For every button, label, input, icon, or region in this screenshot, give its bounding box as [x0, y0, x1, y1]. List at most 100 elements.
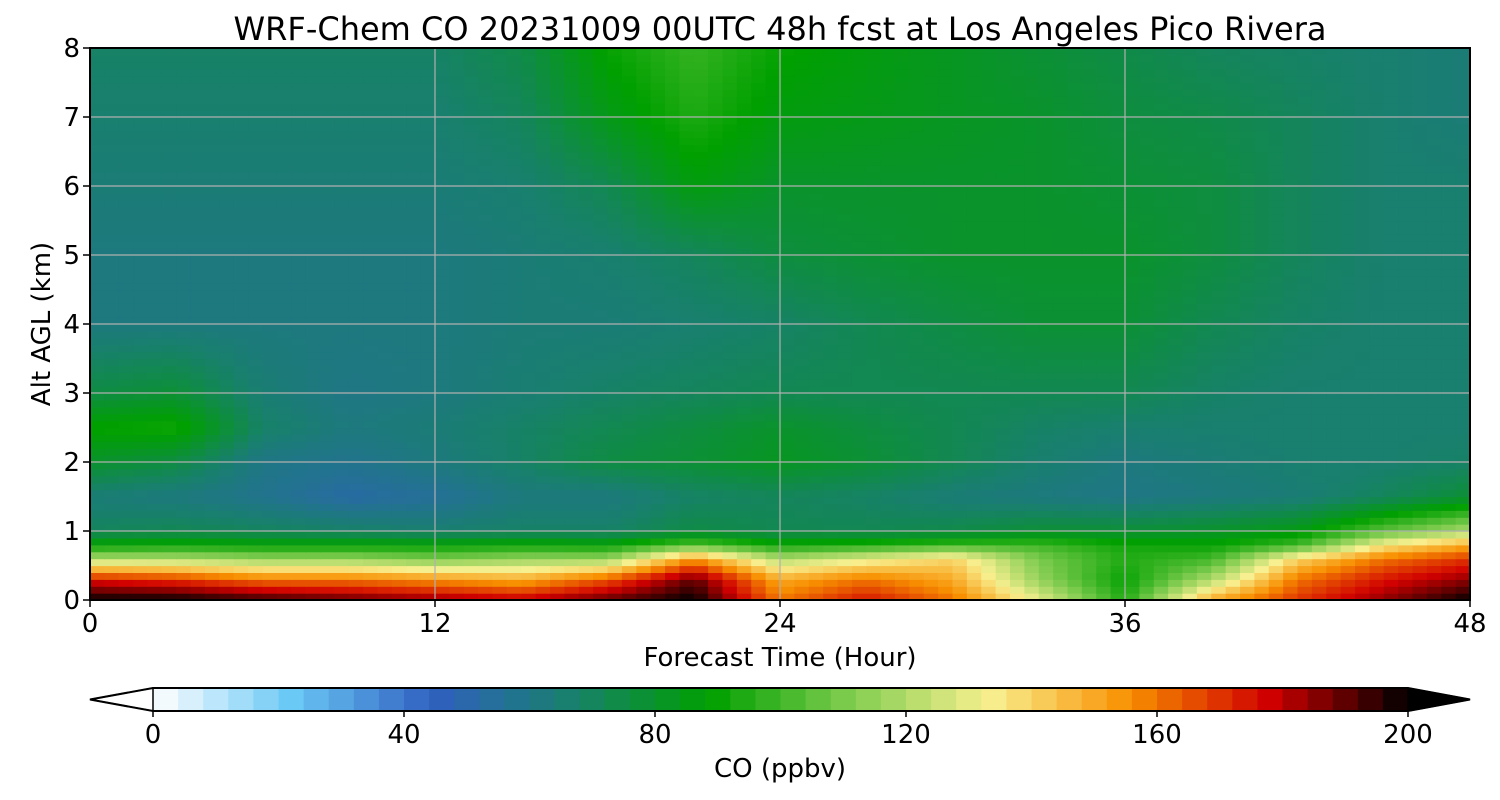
- heatmap-cell: [1024, 489, 1040, 498]
- heatmap-cell: [578, 330, 594, 339]
- heatmap-cell: [1441, 427, 1457, 435]
- heatmap-cell: [406, 372, 422, 380]
- heatmap-cell: [736, 379, 752, 387]
- heatmap-cell: [377, 565, 393, 573]
- heatmap-cell: [262, 462, 278, 470]
- heatmap-cell: [348, 337, 364, 346]
- heatmap-cell: [952, 475, 968, 484]
- heatmap-cell: [851, 441, 867, 449]
- heatmap-cell: [1297, 531, 1313, 539]
- heatmap-cell: [780, 399, 795, 408]
- heatmap-cell: [1326, 531, 1342, 539]
- heatmap-cell: [1326, 510, 1342, 518]
- heatmap-cell: [1153, 537, 1169, 546]
- heatmap-cell: [1110, 399, 1126, 408]
- heatmap-cell: [650, 427, 666, 435]
- heatmap-cell: [1398, 537, 1414, 546]
- heatmap-cell: [1024, 358, 1040, 366]
- heatmap-cell: [420, 420, 436, 429]
- heatmap-cell: [837, 337, 853, 346]
- heatmap-cell: [794, 282, 810, 291]
- heatmap-cell: [521, 337, 537, 346]
- heatmap-cell: [348, 365, 364, 373]
- heatmap-cell: [1067, 289, 1083, 297]
- heatmap-cell: [262, 593, 278, 601]
- heatmap-cell: [1412, 482, 1428, 491]
- heatmap-cell: [248, 310, 264, 318]
- heatmap-cell: [794, 303, 810, 311]
- heatmap-cell: [449, 544, 465, 553]
- heatmap-cell: [751, 565, 767, 573]
- heatmap-cell: [722, 503, 738, 511]
- heatmap-cell: [1168, 393, 1184, 401]
- heatmap-cell: [1383, 448, 1399, 456]
- heatmap-cell: [923, 379, 939, 387]
- heatmap-cell: [104, 379, 120, 387]
- heatmap-cell: [363, 448, 379, 456]
- heatmap-cell: [1096, 468, 1112, 477]
- heatmap-cell: [1196, 517, 1212, 525]
- heatmap-cell: [248, 427, 264, 435]
- heatmap-cell: [1254, 351, 1270, 360]
- heatmap-cell: [305, 413, 321, 422]
- heatmap-cell: [334, 275, 350, 284]
- heatmap-cell: [1081, 275, 1097, 284]
- heatmap-cell: [679, 586, 695, 594]
- heatmap-cell: [521, 455, 537, 463]
- heatmap-cell: [233, 296, 249, 304]
- heatmap-cell: [966, 482, 982, 491]
- heatmap-cell: [981, 551, 997, 560]
- heatmap-cell: [348, 282, 364, 291]
- heatmap-cell: [1125, 379, 1140, 387]
- heatmap-cell: [449, 379, 465, 387]
- heatmap-cell: [420, 337, 436, 346]
- heatmap-cell: [1455, 531, 1471, 539]
- heatmap-cell: [262, 455, 278, 463]
- heatmap-cell: [1412, 579, 1428, 587]
- heatmap-cell: [1053, 344, 1069, 353]
- heatmap-cell: [449, 261, 465, 270]
- heatmap-cell: [535, 448, 551, 456]
- heatmap-cell: [1398, 558, 1414, 567]
- heatmap-cell: [449, 537, 465, 546]
- heatmap-cell: [320, 524, 335, 532]
- heatmap-cell: [104, 289, 120, 297]
- heatmap-cell: [693, 324, 709, 332]
- heatmap-cell: [851, 537, 867, 546]
- heatmap-cell: [1196, 468, 1212, 477]
- heatmap-cell: [1182, 468, 1198, 477]
- heatmap-cell: [449, 330, 465, 339]
- heatmap-cell: [1211, 558, 1227, 567]
- heatmap-cell: [564, 572, 580, 580]
- heatmap-cell: [1110, 586, 1126, 594]
- heatmap-cell: [593, 496, 609, 504]
- heatmap-cell: [161, 372, 177, 380]
- heatmap-cell: [1398, 475, 1414, 484]
- heatmap-cell: [1125, 468, 1140, 477]
- heatmap-cell: [363, 565, 379, 573]
- heatmap-cell: [1053, 537, 1069, 546]
- heatmap-cell: [492, 558, 508, 567]
- heatmap-cell: [909, 365, 925, 373]
- heatmap-cell: [837, 503, 853, 511]
- heatmap-cell: [679, 572, 695, 580]
- heatmap-cell: [233, 593, 249, 601]
- heatmap-cell: [1038, 455, 1054, 463]
- heatmap-cell: [276, 379, 292, 387]
- heatmap-cell: [176, 310, 192, 318]
- heatmap-cell: [1067, 268, 1083, 277]
- heatmap-cell: [420, 448, 436, 456]
- heatmap-cell: [435, 572, 450, 580]
- heatmap-cell: [161, 558, 177, 567]
- heatmap-cell: [780, 531, 795, 539]
- heatmap-cell: [923, 317, 939, 325]
- heatmap-cell: [1067, 517, 1083, 525]
- heatmap-cell: [621, 544, 637, 553]
- heatmap-cell: [736, 448, 752, 456]
- heatmap-cell: [1024, 393, 1040, 401]
- heatmap-cell: [851, 344, 867, 353]
- heatmap-cell: [679, 351, 695, 360]
- heatmap-cell: [995, 289, 1011, 297]
- heatmap-cell: [1254, 386, 1270, 394]
- heatmap-cell: [1225, 537, 1241, 546]
